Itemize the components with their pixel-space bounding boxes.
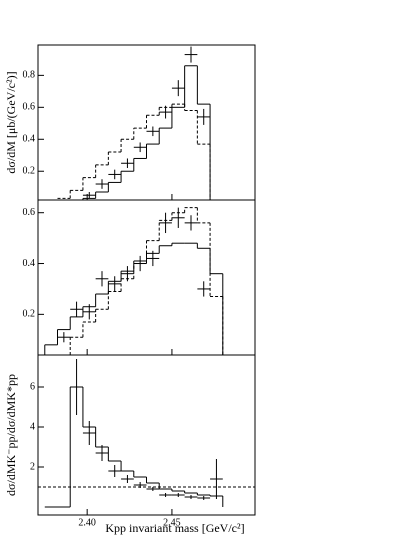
x-axis-label: Kpp invariant mass [GeV/c²]: [105, 521, 244, 535]
y-tick-label: 0.8: [23, 70, 36, 81]
plot-area: [38, 359, 255, 508]
x-tick-label: 2.40: [78, 517, 96, 528]
y-tick-label: 0.4: [23, 134, 36, 145]
y-axis-label: dσ/dMK⁻pp/dσ/dMK*pp: [4, 374, 18, 496]
y-tick-label: 0.2: [23, 166, 36, 177]
plot-area: [44, 207, 224, 355]
frame: [37, 354, 256, 516]
y-tick-label: 0.4: [23, 258, 36, 269]
y-tick-label: 0.6: [23, 102, 36, 113]
x-tick-label: 2.45: [163, 517, 181, 528]
plot-area: [56, 46, 211, 200]
y-tick-label: 4: [30, 421, 35, 432]
y-tick-label: 6: [30, 381, 35, 392]
y-axis-label: dσ/dM [μb/(GeV/c²)]: [4, 71, 18, 173]
y-tick-label: 2: [30, 461, 35, 472]
y-tick-label: 0.2: [23, 309, 36, 320]
y-tick-label: 0.6: [23, 207, 36, 218]
